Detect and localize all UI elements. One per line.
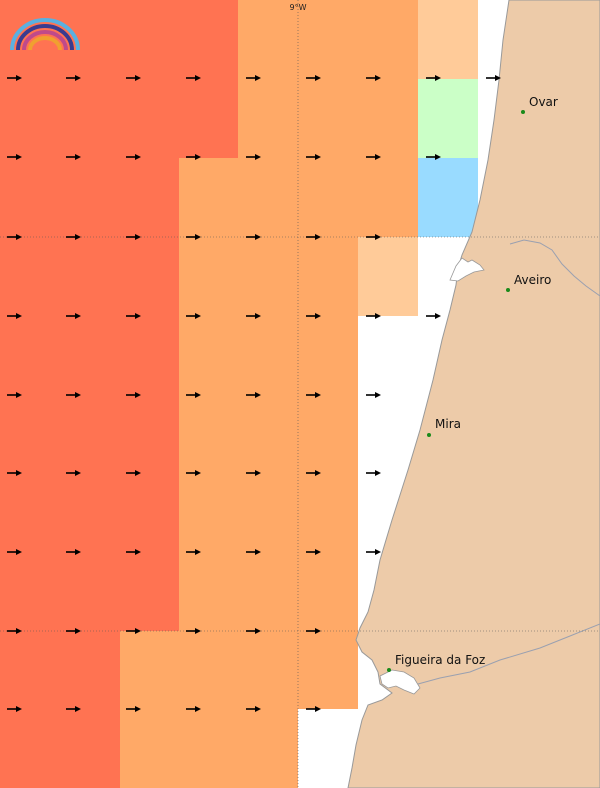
cell-orange-upper bbox=[179, 158, 418, 237]
aveiro-lagoon bbox=[449, 257, 485, 282]
wind-arrow bbox=[66, 706, 81, 712]
wind-arrow bbox=[66, 628, 81, 634]
cell-lightorange-mid bbox=[358, 237, 418, 316]
city-label-mira: Mira bbox=[435, 417, 461, 431]
wind-arrow bbox=[126, 154, 141, 160]
wind-arrow bbox=[126, 234, 141, 240]
wind-arrow bbox=[126, 313, 141, 319]
wind-arrow bbox=[246, 549, 261, 555]
city-dot-ovar bbox=[521, 110, 525, 114]
cell-orange-top bbox=[238, 0, 418, 158]
wind-arrow bbox=[366, 392, 381, 398]
wind-arrow bbox=[246, 706, 261, 712]
wind-arrow bbox=[246, 234, 261, 240]
wind-arrow bbox=[126, 392, 141, 398]
wind-arrow bbox=[7, 470, 22, 476]
wind-arrow bbox=[7, 234, 22, 240]
wind-arrow bbox=[246, 154, 261, 160]
cell-orange-lower bbox=[120, 631, 358, 709]
cell-red-mid bbox=[0, 158, 179, 631]
wind-arrow bbox=[306, 75, 321, 81]
wind-arrow bbox=[66, 313, 81, 319]
wind-arrow bbox=[366, 234, 381, 240]
wind-arrow bbox=[306, 470, 321, 476]
wind-arrow bbox=[246, 313, 261, 319]
wind-arrow bbox=[306, 549, 321, 555]
wind-arrow bbox=[186, 154, 201, 160]
wind-arrow bbox=[66, 75, 81, 81]
wind-arrow bbox=[246, 470, 261, 476]
wind-arrow bbox=[66, 470, 81, 476]
wind-arrow bbox=[126, 628, 141, 634]
vouga-river bbox=[509, 239, 600, 297]
wind-arrow bbox=[306, 392, 321, 398]
wind-arrow bbox=[186, 470, 201, 476]
city-dot-aveiro bbox=[506, 288, 510, 292]
cell-orange-bottom bbox=[120, 709, 298, 788]
wind-arrow bbox=[66, 234, 81, 240]
wind-arrow bbox=[66, 154, 81, 160]
wind-arrow bbox=[186, 706, 201, 712]
wind-arrow bbox=[7, 628, 22, 634]
wind-arrow bbox=[186, 234, 201, 240]
wind-arrow bbox=[186, 392, 201, 398]
city-dot-figueira bbox=[387, 668, 391, 672]
wind-arrow bbox=[186, 628, 201, 634]
wind-arrow bbox=[366, 75, 381, 81]
wind-arrow bbox=[186, 75, 201, 81]
wind-arrow bbox=[366, 470, 381, 476]
wind-arrow bbox=[366, 154, 381, 160]
wind-arrow bbox=[486, 75, 501, 81]
city-markers: Ovar Aveiro Mira Figueira da Foz bbox=[387, 95, 558, 672]
wind-arrow bbox=[7, 154, 22, 160]
cell-orange-mid bbox=[179, 237, 358, 631]
wind-arrows bbox=[7, 75, 501, 712]
land-mass bbox=[347, 0, 600, 788]
wind-arrow bbox=[126, 470, 141, 476]
logo-icon bbox=[10, 18, 80, 51]
wind-arrow bbox=[246, 75, 261, 81]
wind-arrow bbox=[7, 549, 22, 555]
wind-arrow bbox=[306, 234, 321, 240]
wind-arrow bbox=[366, 549, 381, 555]
wind-arrow bbox=[306, 154, 321, 160]
city-dot-mira bbox=[427, 433, 431, 437]
wind-arrow bbox=[7, 706, 22, 712]
wind-arrow bbox=[246, 628, 261, 634]
wind-arrow bbox=[246, 392, 261, 398]
cell-lightorange-top bbox=[418, 0, 478, 79]
cell-blue bbox=[418, 158, 478, 237]
wind-arrow bbox=[426, 154, 441, 160]
wind-arrow bbox=[66, 392, 81, 398]
wave-cells bbox=[0, 0, 478, 788]
city-label-aveiro: Aveiro bbox=[514, 273, 551, 287]
wind-arrow bbox=[66, 549, 81, 555]
wind-arrow bbox=[126, 706, 141, 712]
city-label-ovar: Ovar bbox=[529, 95, 558, 109]
wind-arrow bbox=[7, 313, 22, 319]
wind-arrow bbox=[126, 549, 141, 555]
wind-arrow bbox=[186, 313, 201, 319]
wind-arrow bbox=[306, 313, 321, 319]
cell-green bbox=[418, 79, 478, 158]
wind-arrow bbox=[306, 706, 321, 712]
wind-arrow bbox=[7, 392, 22, 398]
wind-arrow bbox=[7, 75, 22, 81]
city-label-figueira: Figueira da Foz bbox=[395, 653, 485, 667]
wind-arrow bbox=[426, 75, 441, 81]
wind-arrow bbox=[126, 75, 141, 81]
mondego-estuary bbox=[379, 669, 421, 695]
wind-arrow bbox=[186, 549, 201, 555]
wind-arrow bbox=[426, 313, 441, 319]
meridian-label: 9°W bbox=[290, 3, 307, 12]
mondego-river bbox=[417, 623, 600, 685]
wind-arrow bbox=[366, 313, 381, 319]
wind-arrow bbox=[306, 628, 321, 634]
